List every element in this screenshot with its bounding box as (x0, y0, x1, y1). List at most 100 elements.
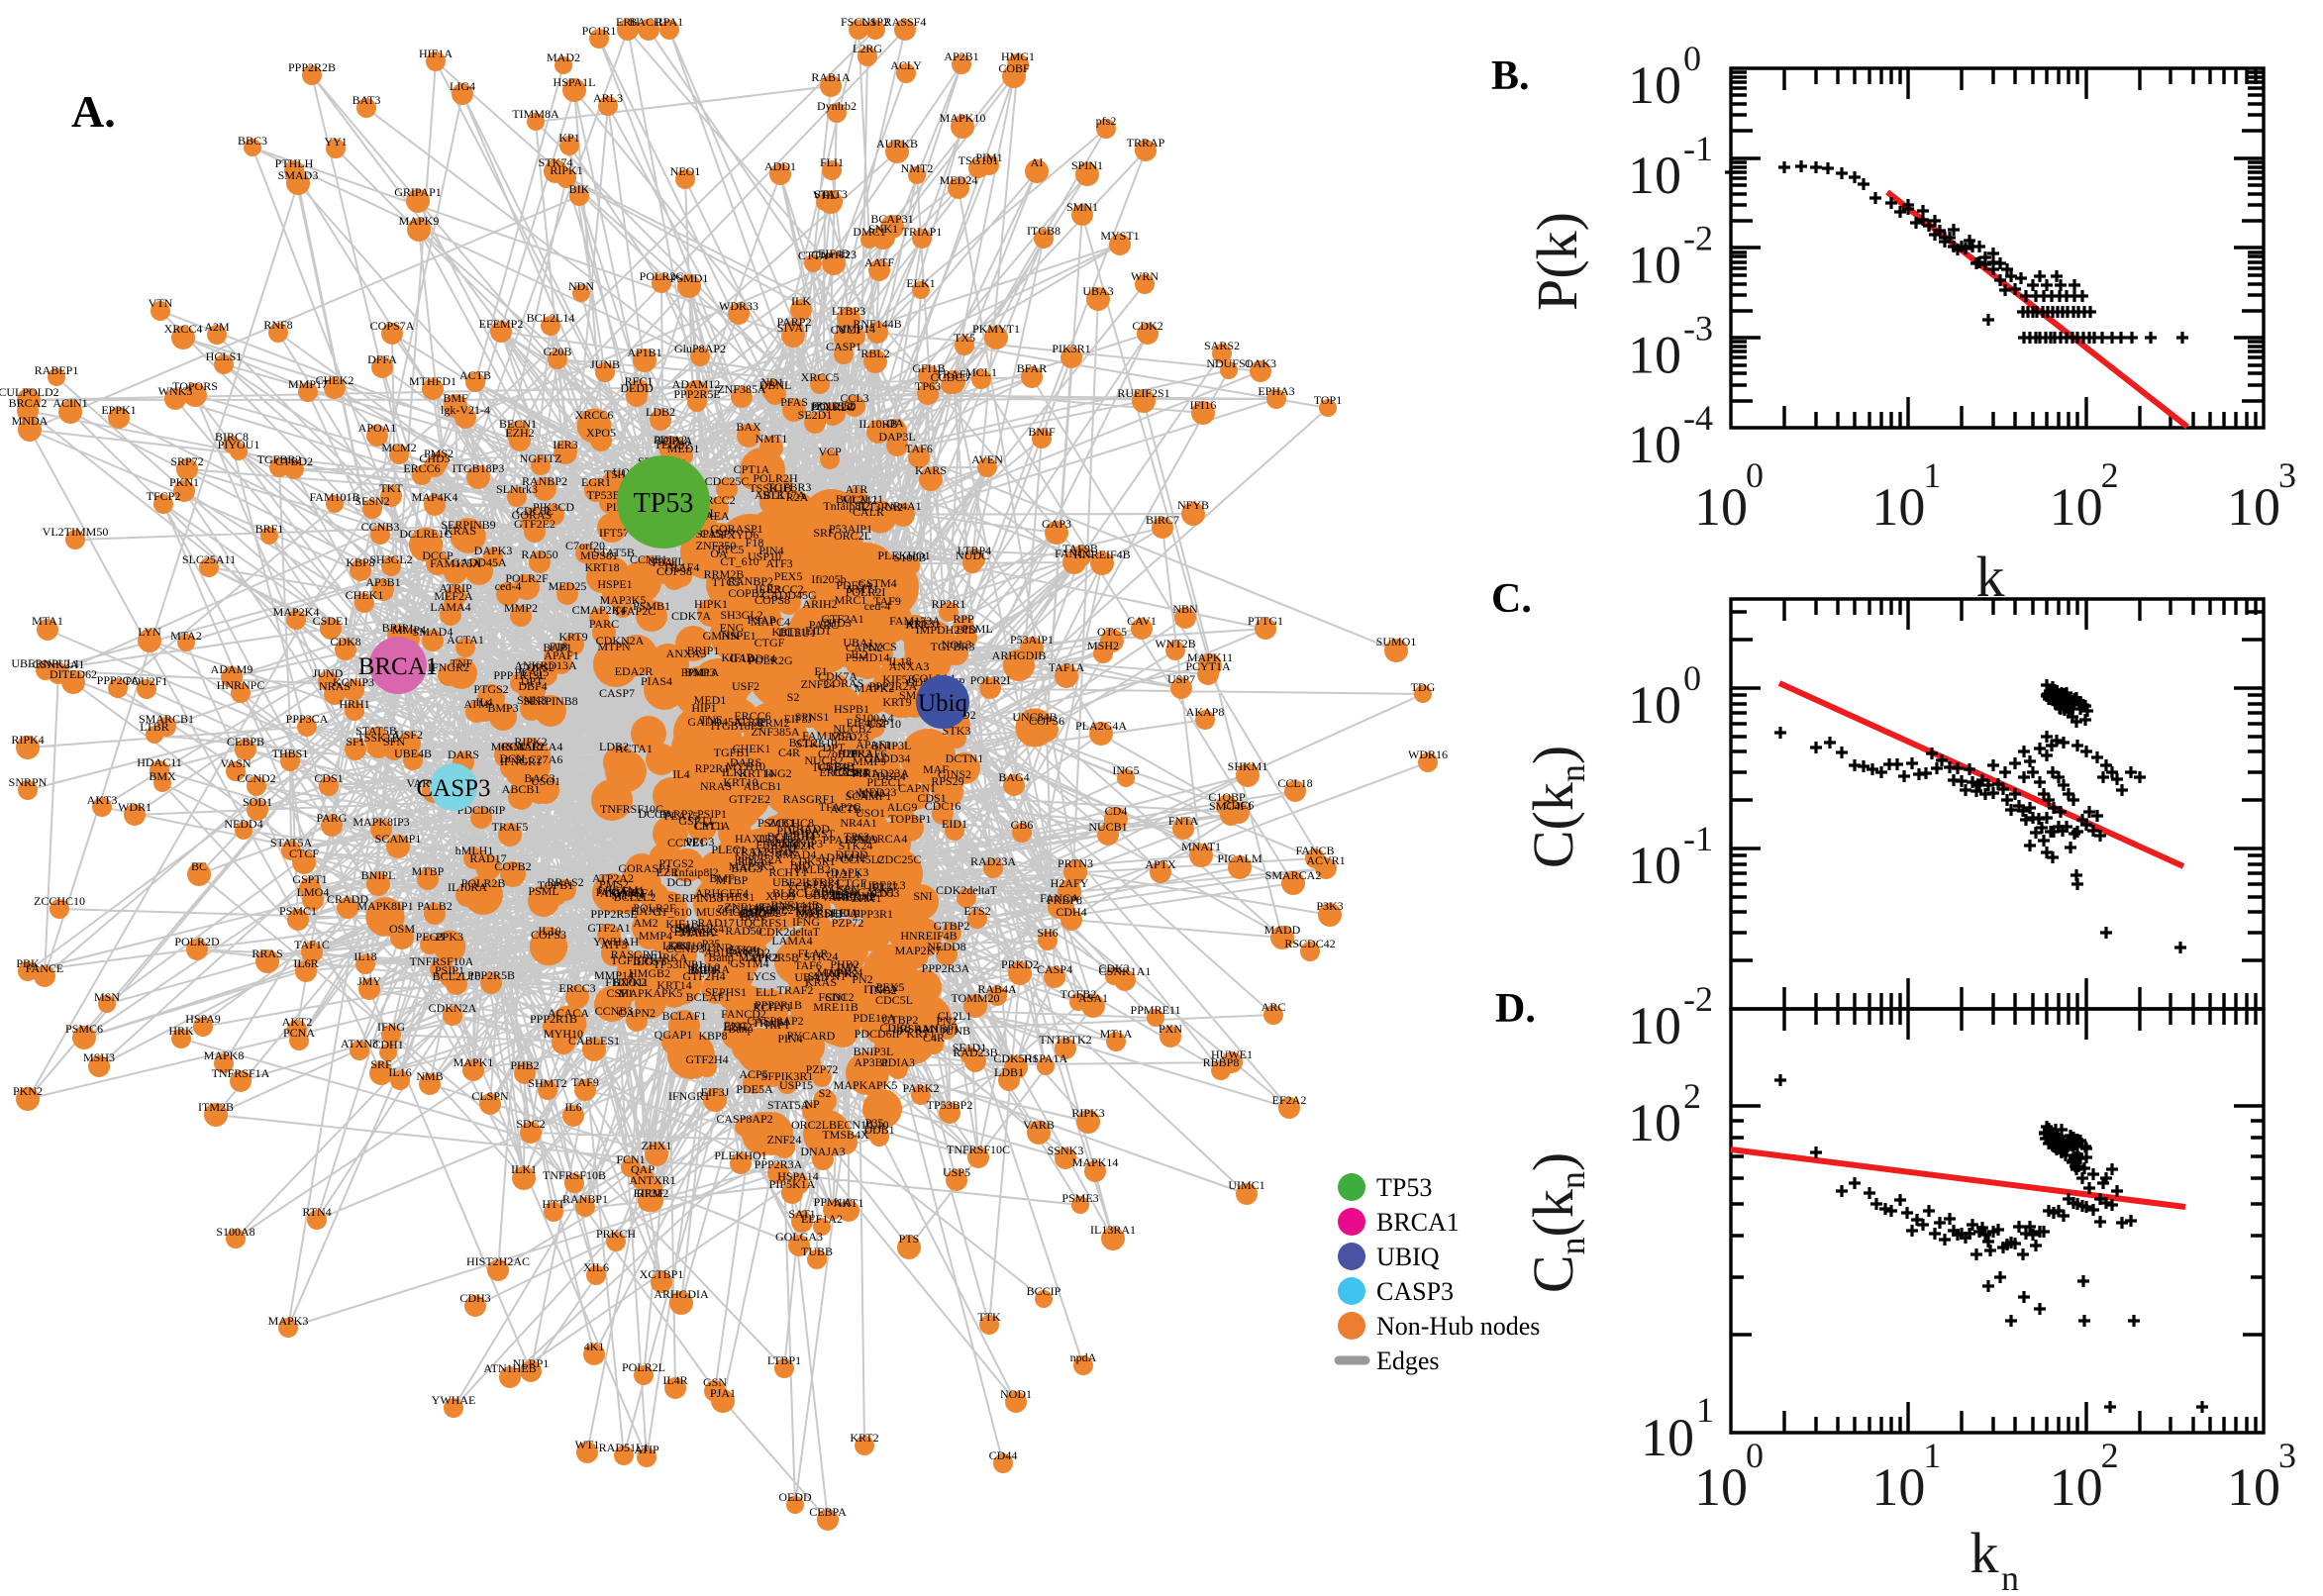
svg-text:IFT57: IFT57 (868, 880, 898, 894)
svg-text:STAT5B: STAT5B (593, 546, 635, 559)
svg-text:CSF1: CSF1 (606, 986, 633, 1000)
svg-text:PIN4: PIN4 (777, 1032, 802, 1046)
svg-text:NMT1: NMT1 (847, 582, 879, 596)
svg-text:BC: BC (191, 859, 207, 873)
svg-text:NR4A1: NR4A1 (840, 816, 876, 830)
svg-text:HNREIF4B: HNREIF4B (900, 929, 957, 943)
svg-text:POLR2G: POLR2G (810, 400, 856, 414)
svg-text:NDN: NDN (568, 279, 594, 293)
svg-text:MNDA: MNDA (12, 414, 49, 428)
svg-text:PEG3: PEG3 (416, 930, 445, 944)
svg-text:COPS8: COPS8 (656, 564, 692, 578)
svg-text:GTF2A1: GTF2A1 (587, 921, 630, 935)
svg-text:MRC1: MRC1 (491, 740, 524, 753)
svg-text:IFT57: IFT57 (599, 526, 629, 540)
svg-text:DEDD2: DEDD2 (742, 906, 780, 920)
svg-text:RTN4: RTN4 (302, 1205, 331, 1219)
svg-text:MAPK8: MAPK8 (204, 1048, 245, 1062)
svg-text:TRAF5: TRAF5 (492, 820, 529, 834)
svg-text:TUBB: TUBB (801, 1245, 833, 1258)
svg-text:10: 10 (1628, 325, 1681, 384)
svg-text:GORASP1: GORASP1 (710, 522, 762, 536)
svg-text:F18: F18 (550, 640, 568, 653)
svg-text:ATP2A2: ATP2A2 (592, 871, 634, 885)
svg-text:PCYT1A: PCYT1A (1185, 659, 1231, 673)
svg-text:GSTM4: GSTM4 (858, 576, 896, 590)
svg-text:NEO1: NEO1 (670, 164, 701, 178)
svg-text:GINS2: GINS2 (938, 767, 971, 781)
svg-text:ABCB1: ABCB1 (502, 782, 541, 796)
svg-text:PZP72: PZP72 (832, 916, 864, 930)
svg-text:POLR2I: POLR2I (846, 585, 886, 599)
svg-text:AKT3: AKT3 (87, 793, 118, 807)
svg-text:ADD1: ADD1 (764, 159, 796, 173)
svg-text:KBP8: KBP8 (346, 555, 374, 569)
svg-text:HRH1: HRH1 (339, 697, 369, 711)
svg-text:HCLS1: HCLS1 (206, 349, 243, 363)
svg-text:TNFRSF10C: TNFRSF10C (947, 1143, 1010, 1156)
svg-text:CABLES1: CABLES1 (804, 884, 856, 898)
svg-text:BIRC8: BIRC8 (215, 430, 249, 444)
svg-text:BACH1: BACH1 (629, 15, 667, 29)
svg-text:Ifi205b: Ifi205b (811, 572, 846, 586)
svg-text:CTTA: CTTA (798, 249, 829, 262)
svg-text:PARC: PARC (589, 617, 619, 631)
svg-text:UBE2L3: UBE2L3 (862, 878, 905, 892)
svg-text:PEG3: PEG3 (686, 835, 715, 848)
svg-text:TAF1C: TAF1C (294, 938, 330, 951)
svg-text:C4R: C4R (923, 1031, 945, 1045)
svg-text:-3: -3 (1683, 308, 1713, 348)
svg-text:ITGAV: ITGAV (863, 982, 899, 996)
svg-text:HRH1: HRH1 (784, 829, 815, 843)
svg-text:SPNS1: SPNS1 (795, 710, 830, 724)
svg-text:SUMO1: SUMO1 (1376, 635, 1417, 648)
svg-text:PSMD1: PSMD1 (670, 271, 709, 285)
svg-text:PTGS2: PTGS2 (658, 856, 693, 870)
svg-text:4K1: 4K1 (584, 1340, 605, 1353)
svg-text:RAD23B: RAD23B (953, 1046, 997, 1059)
svg-text:ELK1: ELK1 (906, 276, 935, 290)
svg-text:TNFRSF10A: TNFRSF10A (410, 954, 474, 968)
svg-text:GTF2H4: GTF2H4 (682, 969, 725, 983)
svg-text:OEDD: OEDD (778, 1490, 812, 1504)
svg-text:ZNF148: ZNF148 (725, 900, 765, 914)
svg-text:CDK7: CDK7 (838, 765, 868, 779)
svg-text:CDH3: CDH3 (459, 1291, 490, 1305)
svg-text:CASP8AP2: CASP8AP2 (747, 1014, 803, 1028)
svg-text:STAT5B: STAT5B (355, 724, 397, 738)
svg-text:CYC1: CYC1 (695, 819, 726, 833)
svg-text:USO1: USO1 (856, 806, 885, 820)
svg-text:PJA1: PJA1 (710, 1386, 736, 1400)
svg-text:STK4: STK4 (729, 943, 758, 956)
svg-text:TNFRSF10A: TNFRSF10A (794, 906, 858, 920)
svg-text:RNF144B: RNF144B (853, 317, 901, 331)
svg-text:ERCC2: ERCC2 (766, 582, 803, 596)
svg-text:CCL3: CCL3 (840, 391, 868, 405)
svg-text:ILGST: ILGST (633, 954, 667, 968)
svg-text:GADD45G: GADD45G (761, 588, 817, 602)
svg-text:RIPK2: RIPK2 (514, 735, 547, 748)
svg-text:DCLRE1C: DCLRE1C (399, 527, 452, 541)
svg-text:ZHX1: ZHX1 (852, 891, 882, 905)
svg-text:DITED62: DITED62 (50, 667, 97, 681)
svg-text:TRAF2: TRAF2 (777, 983, 814, 997)
svg-text:GTBP2: GTBP2 (934, 919, 970, 933)
svg-text:DCCP: DCCP (422, 549, 454, 562)
svg-text:S100A4: S100A4 (855, 711, 893, 725)
svg-text:C1orf123: C1orf123 (811, 248, 857, 261)
svg-text:AKT1: AKT1 (834, 1196, 864, 1210)
svg-text:PLEKHO1: PLEKHO1 (714, 1148, 766, 1162)
svg-text:SMAD3: SMAD3 (278, 168, 319, 182)
svg-text:SERPINB8: SERPINB8 (667, 891, 722, 905)
svg-text:SMN1: SMN1 (1066, 200, 1098, 214)
svg-text:MSN: MSN (94, 990, 120, 1004)
svg-text:IL10: IL10 (865, 1118, 888, 1132)
svg-text:RPS29: RPS29 (845, 833, 877, 847)
svg-text:10: 10 (1641, 1408, 1694, 1467)
svg-text:MRE11B: MRE11B (813, 1000, 858, 1014)
svg-text:TGFBR1: TGFBR1 (812, 760, 857, 774)
svg-text:SMARCB1: SMARCB1 (139, 712, 194, 726)
svg-text:RASGRF1: RASGRF1 (783, 792, 836, 806)
svg-text:XRCC6: XRCC6 (575, 408, 614, 422)
svg-text:MTPN: MTPN (611, 888, 645, 902)
